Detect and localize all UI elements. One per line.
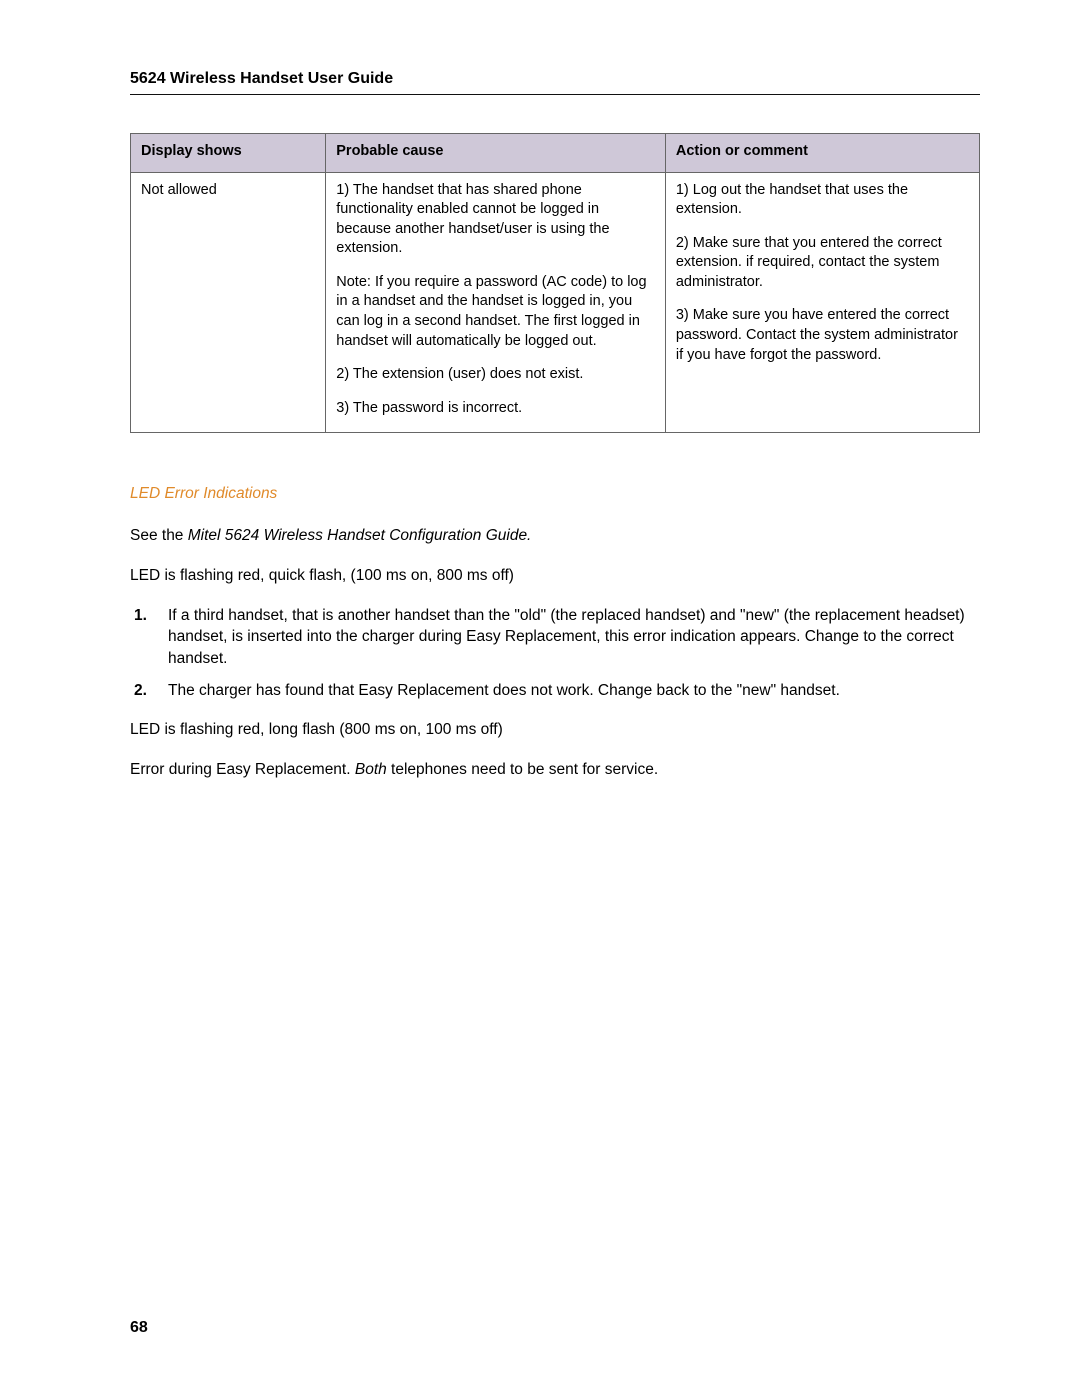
cause-item: 1) The handset that has shared phone fun… bbox=[336, 181, 655, 259]
col-header-display: Display shows bbox=[131, 134, 326, 173]
col-header-action: Action or comment bbox=[665, 134, 979, 173]
action-item: 1) Log out the handset that uses the ext… bbox=[676, 181, 969, 220]
step-marker: 1. bbox=[134, 605, 147, 627]
step-text: If a third handset, that is another hand… bbox=[168, 607, 965, 667]
cause-note: Note: If you require a password (AC code… bbox=[336, 273, 655, 351]
error-replacement-desc: Error during Easy Replacement. Both tele… bbox=[130, 759, 980, 781]
list-item: 2. The charger has found that Easy Repla… bbox=[130, 680, 980, 702]
see-reference: See the Mitel 5624 Wireless Handset Conf… bbox=[130, 525, 980, 547]
action-item: 3) Make sure you have entered the correc… bbox=[676, 306, 969, 365]
step-marker: 2. bbox=[134, 680, 147, 702]
numbered-steps: 1. If a third handset, that is another h… bbox=[130, 605, 980, 702]
error-prefix: Error during Easy Replacement. bbox=[130, 761, 355, 778]
page-header-title: 5624 Wireless Handset User Guide bbox=[130, 70, 980, 88]
cell-action: 1) Log out the handset that uses the ext… bbox=[665, 172, 979, 433]
step-text: The charger has found that Easy Replacem… bbox=[168, 682, 840, 699]
action-item: 2) Make sure that you entered the correc… bbox=[676, 234, 969, 293]
table-row: Not allowed 1) The handset that has shar… bbox=[131, 172, 980, 433]
cause-item: 2) The extension (user) does not exist. bbox=[336, 365, 655, 385]
error-italic: Both bbox=[355, 761, 387, 778]
led-quick-flash-desc: LED is flashing red, quick flash, (100 m… bbox=[130, 565, 980, 587]
header-rule bbox=[130, 94, 980, 95]
cell-cause: 1) The handset that has shared phone fun… bbox=[326, 172, 666, 433]
page-number: 68 bbox=[130, 1319, 148, 1337]
cause-item: 3) The password is incorrect. bbox=[336, 399, 655, 419]
see-prefix: See the bbox=[130, 527, 188, 544]
table-header-row: Display shows Probable cause Action or c… bbox=[131, 134, 980, 173]
error-suffix: telephones need to be sent for service. bbox=[387, 761, 658, 778]
led-long-flash-desc: LED is flashing red, long flash (800 ms … bbox=[130, 719, 980, 741]
section-subheading: LED Error Indications bbox=[130, 485, 980, 503]
list-item: 1. If a third handset, that is another h… bbox=[130, 605, 980, 670]
document-page: 5624 Wireless Handset User Guide Display… bbox=[0, 0, 1080, 1397]
troubleshooting-table: Display shows Probable cause Action or c… bbox=[130, 133, 980, 433]
see-guide-title: Mitel 5624 Wireless Handset Configuratio… bbox=[188, 527, 532, 544]
cell-display: Not allowed bbox=[131, 172, 326, 433]
col-header-cause: Probable cause bbox=[326, 134, 666, 173]
